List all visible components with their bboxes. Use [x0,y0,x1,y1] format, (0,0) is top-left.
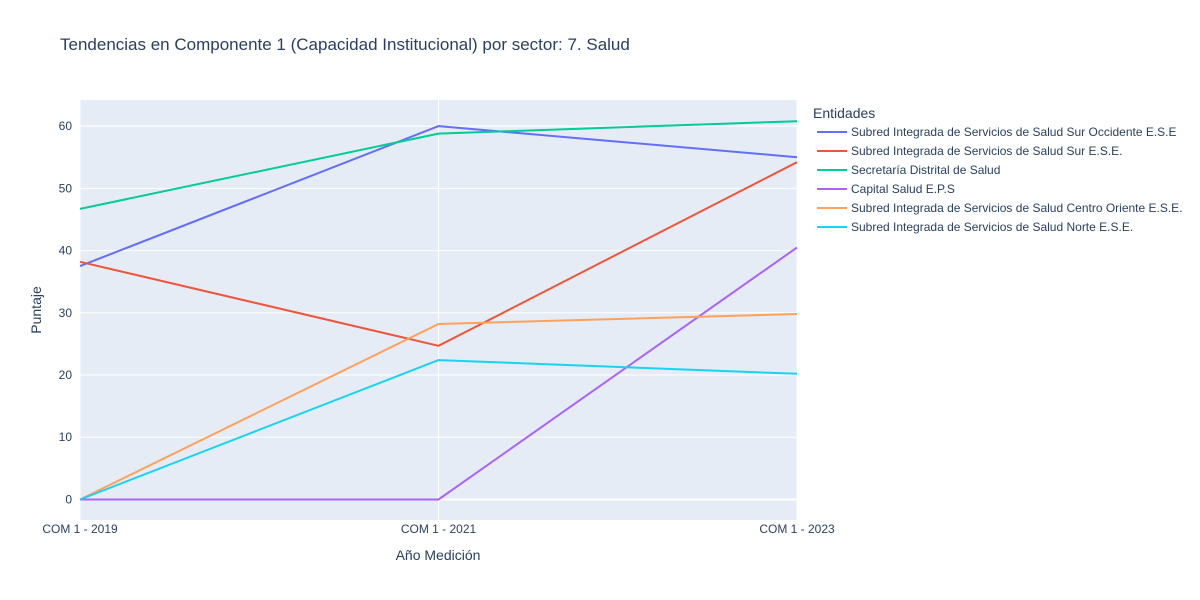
legend-label: Subred Integrada de Servicios de Salud N… [851,220,1133,234]
legend-title: Entidades [813,105,875,121]
y-tick-label: 20 [59,368,73,382]
series-line-3 [79,120,798,210]
legend-item[interactable]: Secretaría Distrital de Salud [817,163,1000,177]
series-lines [79,120,798,501]
y-tick-label: 40 [59,244,73,258]
x-tick-label: COM 1 - 2021 [401,522,477,536]
chart-title: Tendencias en Componente 1 (Capacidad In… [60,35,630,54]
y-axis-title: Puntaje [28,286,44,334]
legend-label: Subred Integrada de Servicios de Salud S… [851,125,1177,139]
legend-label: Subred Integrada de Servicios de Salud S… [851,144,1123,158]
legend-label: Capital Salud E.P.S [851,182,955,196]
y-axis-ticks: 0 10 20 30 40 50 60 [59,119,73,506]
series-line-4 [80,246,798,501]
legend-label: Subred Integrada de Servicios de Salud C… [851,201,1183,215]
legend-label: Secretaría Distrital de Salud [851,163,1000,177]
x-axis-ticks: COM 1 - 2019 COM 1 - 2021 COM 1 - 2023 [42,522,835,536]
legend: Entidades Subred Integrada de Servicios … [813,105,1183,234]
legend-item[interactable]: Subred Integrada de Servicios de Salud N… [817,220,1133,234]
series-line-2 [79,161,798,347]
series-line-5 [79,313,798,501]
legend-item[interactable]: Subred Integrada de Servicios de Salud S… [817,144,1123,158]
x-tick-label: COM 1 - 2019 [42,522,118,536]
y-tick-label: 50 [59,181,73,195]
series-line-6 [79,359,798,501]
y-tick-label: 10 [59,430,73,444]
legend-item[interactable]: Capital Salud E.P.S [817,182,955,196]
x-axis-title: Año Medición [396,547,481,563]
legend-items: Subred Integrada de Servicios de Salud S… [817,125,1183,234]
x-tick-label: COM 1 - 2023 [759,522,835,536]
legend-item[interactable]: Subred Integrada de Servicios de Salud S… [817,125,1177,139]
y-tick-label: 0 [65,492,72,506]
legend-item[interactable]: Subred Integrada de Servicios de Salud C… [817,201,1183,215]
y-tick-label: 30 [59,306,73,320]
y-tick-label: 60 [59,119,73,133]
series-line-1 [79,125,798,268]
